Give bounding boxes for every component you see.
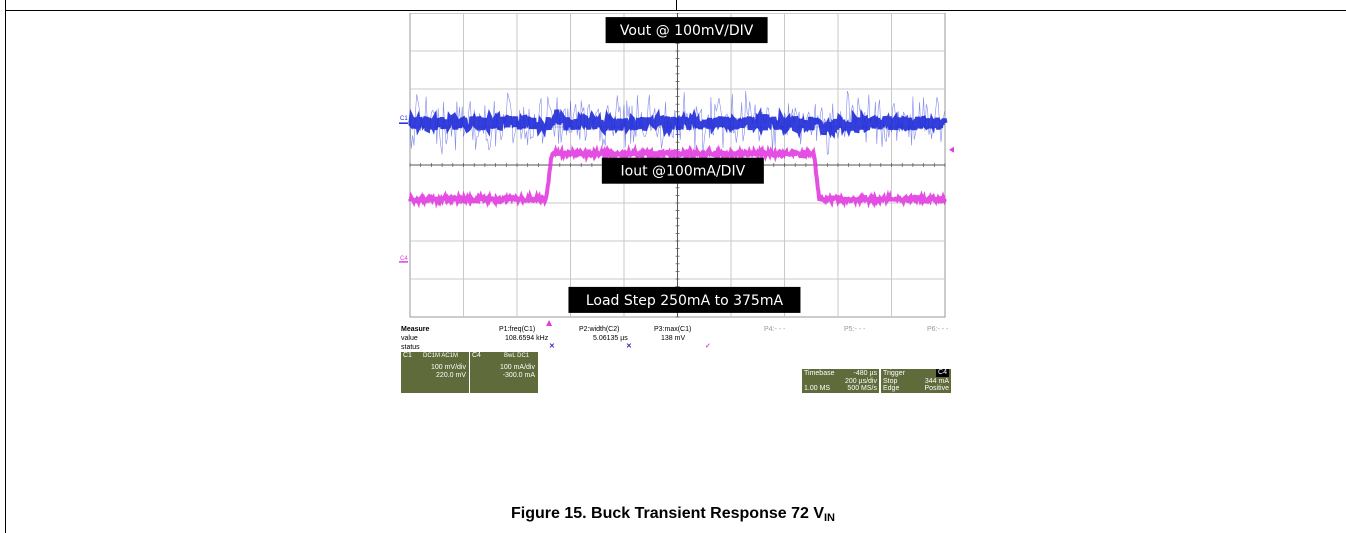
c4-flags: BwL DC1 — [504, 353, 530, 359]
trigger-label: Trigger — [883, 370, 905, 377]
c4-channel-box: C4 BwL DC1 100 mA/div -300.0 mA — [470, 352, 538, 393]
status-ok-icon-p3: ✓ — [705, 343, 711, 350]
trigger-type: Edge — [883, 385, 900, 392]
c1-channel-box: C1 DC1M AC1M 100 mV/div 220.0 mV — [401, 352, 469, 393]
measure-header: Measure — [401, 326, 430, 333]
c4-offset: -300.0 mA — [502, 372, 535, 379]
trigger-slope: Positive — [924, 385, 949, 392]
measure-value-p3: 138 mV — [661, 335, 686, 342]
measure-p6: P6:- - - — [927, 326, 949, 333]
annotation-label: Iout @100mA/DIV — [621, 164, 746, 180]
timebase-box: Timebase -480 µs 200 µs/div 1.00 MS 500 … — [802, 369, 879, 393]
timebase-delay: -480 µs — [853, 370, 878, 377]
measure-p3: P3:max(C1) — [654, 326, 692, 333]
status-fail-icon-p1: ✕ — [549, 343, 555, 350]
annotation-box — [601, 157, 764, 184]
timebase-scale: 200 µs/div — [844, 378, 877, 385]
timebase-rate: 500 MS/s — [847, 385, 877, 392]
annotation-box — [568, 286, 801, 313]
frame-left-border — [5, 0, 6, 533]
caption-text: Figure 15. Buck Transient Response 72 V — [511, 505, 824, 522]
measure-value-label: value — [401, 335, 418, 342]
measure-status-label: status — [401, 344, 420, 351]
annotation-label: Load Step 250mA to 375mA — [586, 293, 784, 309]
measure-p1: P1:freq(C1) — [499, 326, 536, 333]
oscilloscope-screenshot: C1 C4 Vout @ 100mV/DIV Iout @100mA/DIV Load … — [399, 13, 955, 393]
annotation-box — [605, 17, 768, 44]
frame-top-border — [5, 10, 1346, 11]
trigger-mode: Stop — [883, 378, 898, 385]
trigger-level: 344 mA — [924, 378, 949, 385]
trigger-position-marker — [546, 320, 553, 326]
c1-flags: DC1M AC1M — [423, 353, 459, 359]
trigger-level-marker — [949, 146, 954, 153]
c1-vout-trace — [408, 106, 948, 139]
timebase-label: Timebase — [804, 370, 835, 377]
trigger-channel: C4 — [936, 369, 949, 377]
c4-tag: C4 — [472, 352, 481, 359]
trigger-box: Trigger C4 Stop 344 mA Edge Positive — [881, 369, 951, 393]
annotation-label: Vout @ 100mV/DIV — [620, 23, 754, 39]
scope-plot: C1 C4 Vout @ 100mV/DIV Iout @100mA/DIV Load … — [399, 13, 954, 326]
c4-scale: 100 mA/div — [499, 364, 535, 371]
c4-marker-label: C4 — [400, 256, 408, 262]
caption-subscript: IN — [824, 512, 835, 524]
status-fail-icon-p2: ✕ — [626, 343, 632, 350]
c1-vout-noise — [409, 90, 946, 155]
measure-p5: P5:- - - — [844, 326, 866, 333]
measure-p4: P4:- - - — [764, 326, 786, 333]
c1-marker-label: C1 — [400, 116, 408, 122]
timebase-samples: 1.00 MS — [804, 385, 831, 392]
measure-value-p1: 108.6594 kHz — [505, 335, 549, 342]
figure-caption: Figure 15. Buck Transient Response 72 VI… — [0, 505, 1346, 524]
measure-value-p2: 5.06135 µs — [593, 335, 628, 342]
c4-iout-trace — [408, 143, 947, 209]
frame-mid-divider — [676, 0, 677, 11]
measure-p2: P2:width(C2) — [579, 326, 620, 333]
c1-tag: C1 — [403, 352, 412, 359]
c1-offset: 220.0 mV — [436, 372, 466, 379]
c1-scale: 100 mV/div — [430, 364, 466, 371]
